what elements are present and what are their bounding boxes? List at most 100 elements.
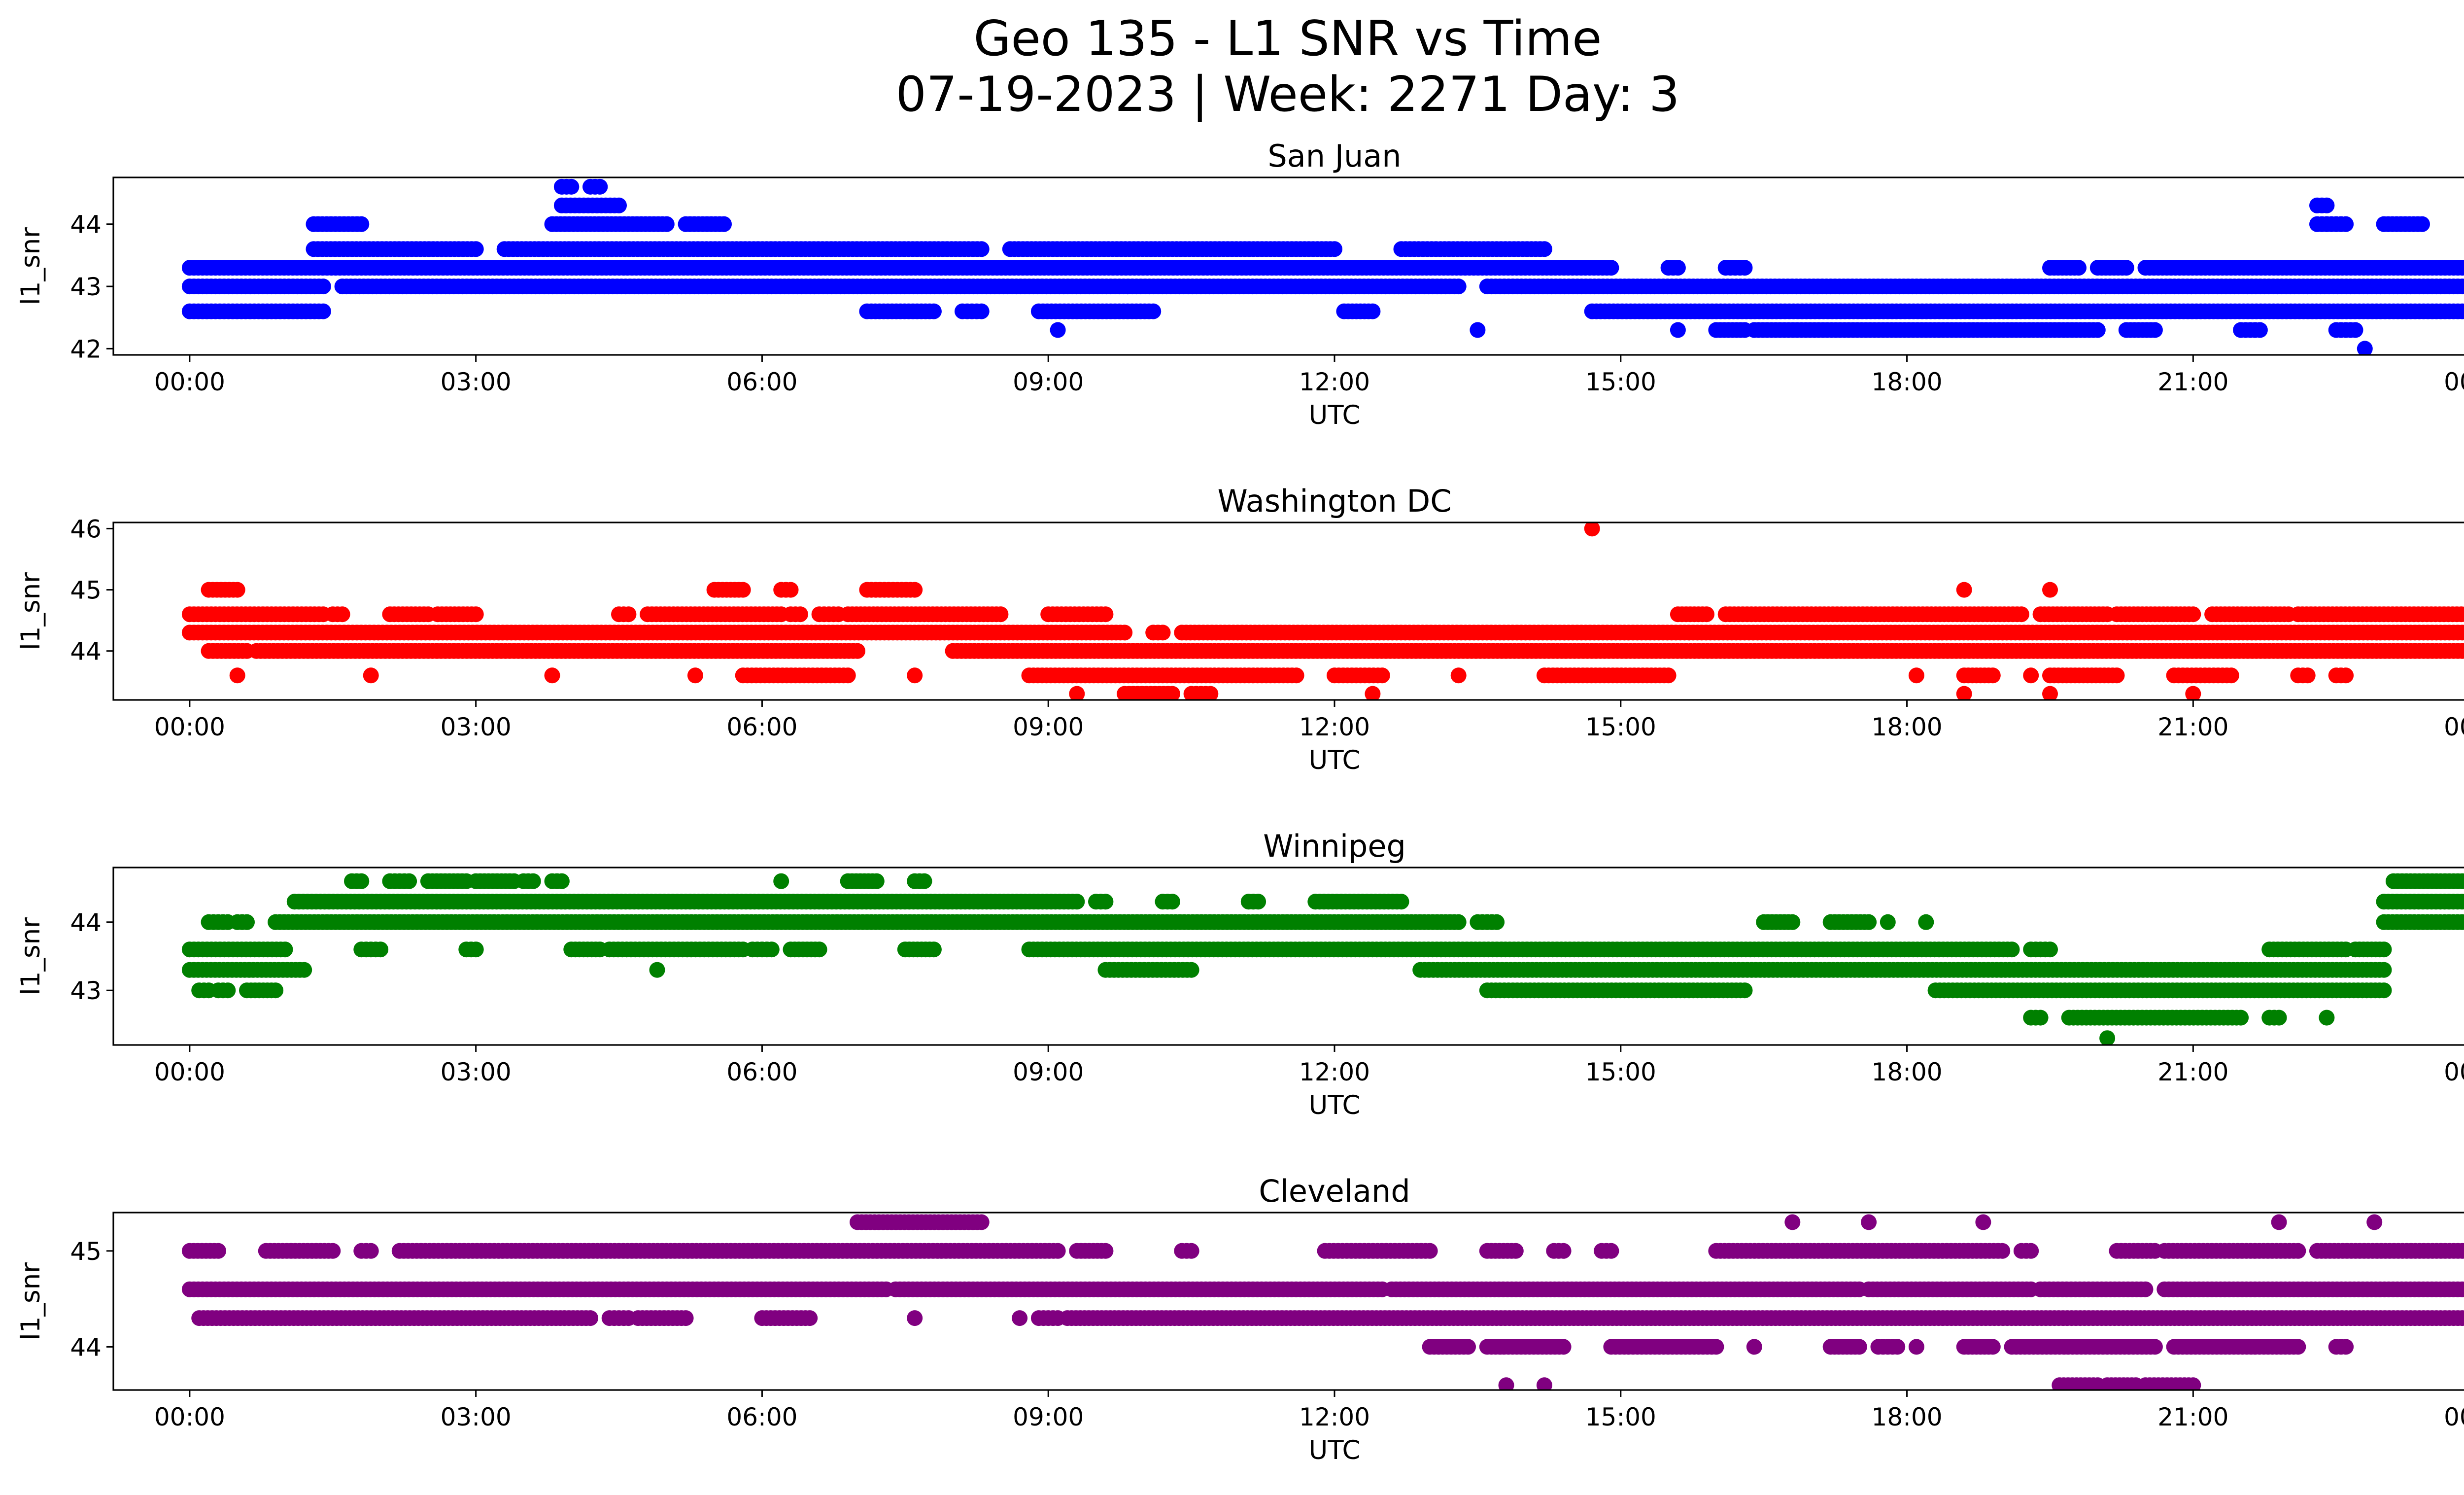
figure-title-line-1: Geo 135 - L1 SNR vs Time	[974, 11, 1602, 67]
x-tick-label: 03:00	[441, 1058, 512, 1086]
data-point	[773, 873, 789, 889]
data-point	[2463, 307, 2464, 315]
data-point	[2023, 667, 2039, 684]
data-point	[2414, 216, 2430, 232]
x-tick-label: 03:00	[441, 713, 512, 741]
data-point	[2376, 941, 2392, 958]
x-tick-label: 15:00	[1585, 1058, 1656, 1086]
data-point	[1164, 894, 1180, 910]
x-tick-label: 09:00	[1013, 713, 1084, 741]
y-tick-label: 42	[70, 335, 102, 363]
data-point	[2458, 914, 2464, 930]
data-point	[1584, 522, 1600, 537]
data-point	[1784, 914, 1801, 930]
y-axis-label: l1_snr	[16, 227, 46, 305]
y-axis-label: l1_snr	[16, 917, 46, 995]
x-tick-label: 00:00	[154, 1058, 225, 1086]
data-point	[1097, 894, 1114, 910]
data-point	[2338, 216, 2354, 232]
x-tick-label: 09:00	[1013, 368, 1084, 396]
data-point	[592, 178, 608, 195]
data-point	[334, 606, 350, 623]
data-point	[1145, 303, 1162, 319]
x-tick-label: 00:00	[2444, 713, 2464, 741]
subplot-title: Winnipeg	[1263, 828, 1406, 864]
data-point	[1202, 686, 1219, 700]
data-point	[2463, 647, 2464, 655]
data-point	[1918, 914, 1934, 930]
data-point	[763, 941, 780, 958]
data-point	[2459, 625, 2464, 640]
x-tick-label: 06:00	[726, 713, 797, 741]
x-tick-label: 21:00	[2157, 1058, 2228, 1086]
x-tick-label: 06:00	[726, 1058, 797, 1086]
data-point	[2099, 1030, 2116, 1045]
data-point	[2042, 582, 2058, 598]
data-point	[2271, 1009, 2287, 1026]
data-point	[2459, 643, 2464, 659]
data-point	[268, 982, 284, 999]
data-point	[716, 216, 732, 232]
data-point	[1536, 241, 1552, 257]
data-point	[2089, 322, 2106, 338]
x-tick-label: 12:00	[1299, 1058, 1370, 1086]
data-point	[2357, 341, 2373, 355]
data-point	[239, 914, 255, 930]
data-point	[1250, 894, 1266, 910]
y-tick-label: 45	[70, 576, 102, 605]
subplot-title: Cleveland	[1259, 1173, 1410, 1209]
data-point	[1956, 686, 1972, 700]
data-point	[916, 873, 932, 889]
data-point	[2463, 877, 2464, 885]
data-point	[2013, 606, 2029, 623]
data-point	[1069, 686, 1085, 700]
y-tick-label: 43	[70, 273, 102, 301]
data-point	[811, 941, 827, 958]
x-tick-label: 21:00	[2157, 713, 2228, 741]
data-point	[2376, 962, 2392, 978]
x-tick-label: 15:00	[1585, 368, 1656, 396]
y-tick-label: 46	[70, 515, 102, 543]
data-point	[783, 582, 799, 598]
data-point	[792, 606, 808, 623]
y-tick-label: 43	[70, 976, 102, 1005]
data-point	[1393, 894, 1409, 910]
x-tick-label: 21:00	[2157, 368, 2228, 396]
data-point	[353, 873, 370, 889]
data-point	[353, 216, 370, 232]
data-point	[1603, 260, 1619, 276]
data-series	[181, 873, 2464, 1045]
data-point	[277, 941, 293, 958]
data-point	[973, 241, 990, 257]
data-point	[1374, 667, 1390, 684]
x-tick-label: 00:00	[154, 713, 225, 741]
y-tick-label: 44	[70, 637, 102, 666]
data-point	[1699, 606, 1714, 623]
data-point	[735, 582, 751, 598]
x-tick-label: 00:00	[154, 368, 225, 396]
data-point	[2459, 260, 2464, 276]
data-point	[992, 606, 1009, 623]
y-axis-label: l1_snr	[16, 572, 46, 650]
data-point	[2319, 197, 2335, 213]
data-point	[840, 667, 856, 684]
x-tick-label: 18:00	[1872, 713, 1943, 741]
data-point	[563, 178, 580, 195]
data-point	[363, 667, 379, 684]
data-point	[2463, 282, 2464, 291]
subplot-title: Washington DC	[1217, 483, 1451, 519]
data-point	[1908, 667, 1924, 684]
data-point	[1470, 322, 1486, 338]
data-point	[907, 582, 923, 598]
data-point	[1450, 278, 1467, 295]
y-tick-label: 44	[70, 908, 102, 937]
data-point	[468, 941, 484, 958]
data-point	[2109, 667, 2125, 684]
x-tick-label: 00:00	[2444, 1058, 2464, 1086]
data-point	[1069, 894, 1085, 910]
data-point	[2347, 322, 2363, 338]
